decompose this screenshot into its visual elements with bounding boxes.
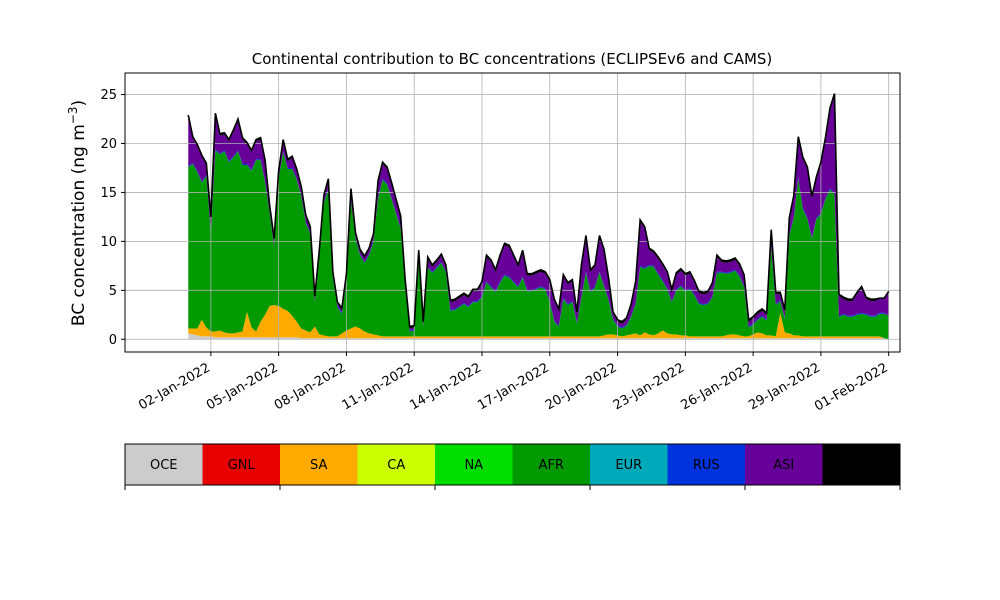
area-afr [188, 150, 889, 340]
y-tick-label: 20 [100, 137, 117, 152]
colorbar-legend: OCE GNL SA CA NA AFR EUR RUS ASI AUS [124, 443, 901, 490]
colorbar-segment-aus [822, 444, 901, 485]
colorbar-segment-sa [280, 444, 358, 485]
y-axis: 0 5 10 15 20 25 [100, 88, 125, 348]
colorbar-segment-ca [357, 444, 436, 485]
x-tick-label: 20-Jan-2022 [543, 360, 620, 413]
x-tick-label: 02-Jan-2022 [136, 360, 213, 413]
colorbar-segment-na [435, 444, 513, 485]
colorbar-segment-gnl [202, 444, 281, 485]
y-axis-label-exponent: −3 [66, 106, 80, 124]
area-oce [188, 333, 889, 340]
x-tick-label: 14-Jan-2022 [407, 360, 484, 413]
colorbar-label: EUR [615, 458, 642, 473]
y-axis-label: BC concentration (ng m−3) [66, 100, 89, 326]
colorbar-segment-eur [590, 444, 668, 485]
area-sa [188, 305, 889, 340]
colorbar-segment-afr [512, 444, 591, 485]
x-tick-label: 17-Jan-2022 [475, 360, 552, 413]
y-tick-label: 5 [109, 284, 117, 299]
x-tick-label: 29-Jan-2022 [746, 360, 823, 413]
y-tick-label: 10 [100, 235, 117, 250]
colorbar-label: OCE [150, 458, 178, 473]
y-tick-label: 15 [100, 186, 117, 201]
y-tick-label: 25 [100, 88, 117, 103]
colorbar-label: GNL [228, 458, 256, 473]
x-tick-label: 05-Jan-2022 [204, 360, 281, 413]
x-tick-label: 26-Jan-2022 [679, 360, 756, 413]
chart-title: Continental contribution to BC concentra… [252, 50, 773, 68]
x-tick-label: 08-Jan-2022 [272, 360, 349, 413]
colorbar-frame [124, 443, 901, 486]
colorbar-label: SA [310, 458, 327, 473]
colorbar-segment-oce [125, 444, 203, 485]
x-axis: 02-Jan-202205-Jan-202208-Jan-202211-Jan-… [136, 352, 891, 414]
colorbar-segment-rus [667, 444, 746, 485]
y-axis-label-text: BC concentration (ng m [69, 124, 89, 326]
colorbar-label: ASI [773, 458, 794, 473]
colorbar-segment-asi [745, 444, 823, 485]
plot-frame [124, 72, 901, 353]
colorbar-label: AFR [539, 458, 564, 473]
x-tick-label: 23-Jan-2022 [611, 360, 688, 413]
grid-lines [125, 73, 900, 352]
area-asi [188, 95, 889, 331]
total-outline [187, 93, 890, 328]
colorbar-label: AUS [848, 458, 875, 473]
colorbar-label: NA [464, 458, 483, 473]
x-tick-label: 11-Jan-2022 [340, 360, 417, 413]
stacked-areas [188, 93, 889, 340]
colorbar-label: CA [387, 458, 405, 473]
y-tick-label: 0 [109, 333, 117, 348]
y-axis-label-close: ) [69, 100, 89, 107]
x-tick-label: 01-Feb-2022 [812, 360, 891, 414]
colorbar-label: RUS [693, 458, 720, 473]
